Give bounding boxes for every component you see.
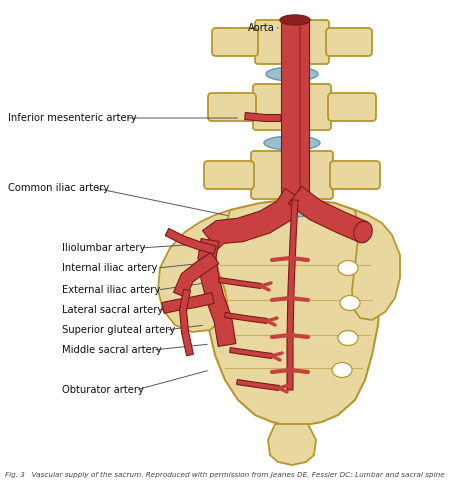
Ellipse shape (266, 203, 318, 217)
Polygon shape (229, 348, 273, 359)
Text: Aorta: Aorta (248, 23, 275, 33)
Ellipse shape (332, 363, 352, 378)
Polygon shape (288, 186, 367, 242)
Text: Obturator artery: Obturator artery (62, 385, 144, 395)
Polygon shape (219, 277, 261, 288)
Polygon shape (237, 379, 279, 391)
Ellipse shape (338, 260, 358, 275)
Polygon shape (352, 210, 400, 320)
Polygon shape (198, 239, 236, 347)
Text: Iliolumbar artery: Iliolumbar artery (62, 243, 146, 253)
Text: Middle sacral artery: Middle sacral artery (62, 345, 162, 355)
FancyBboxPatch shape (328, 93, 376, 121)
Text: Internal iliac artery: Internal iliac artery (62, 263, 157, 273)
Polygon shape (245, 112, 281, 121)
Polygon shape (287, 200, 298, 390)
Ellipse shape (338, 331, 358, 346)
Polygon shape (205, 200, 380, 425)
Text: Inferior mesenteric artery: Inferior mesenteric artery (8, 113, 137, 123)
FancyBboxPatch shape (255, 20, 329, 64)
FancyBboxPatch shape (208, 93, 256, 121)
Polygon shape (268, 424, 316, 465)
Ellipse shape (266, 67, 318, 81)
Text: Fig. 3   Vascular supply of the sacrum. Reproduced with permission from Jeanes D: Fig. 3 Vascular supply of the sacrum. Re… (5, 472, 445, 478)
Polygon shape (225, 313, 267, 323)
Polygon shape (281, 18, 309, 195)
Ellipse shape (340, 296, 360, 311)
Polygon shape (162, 293, 214, 313)
FancyBboxPatch shape (253, 84, 331, 130)
Text: Common iliac artery: Common iliac artery (8, 183, 109, 193)
FancyBboxPatch shape (326, 28, 372, 56)
Text: Superior gluteal artery: Superior gluteal artery (62, 325, 175, 335)
FancyBboxPatch shape (212, 28, 258, 56)
Polygon shape (158, 210, 230, 332)
FancyBboxPatch shape (330, 161, 380, 189)
Polygon shape (202, 188, 305, 249)
Ellipse shape (354, 221, 372, 243)
Polygon shape (173, 252, 219, 298)
FancyBboxPatch shape (204, 161, 254, 189)
Text: Lateral sacral artery: Lateral sacral artery (62, 305, 163, 315)
Text: External iliac artery: External iliac artery (62, 285, 160, 295)
Polygon shape (165, 228, 216, 254)
Polygon shape (180, 289, 193, 356)
Ellipse shape (264, 136, 320, 150)
Ellipse shape (280, 15, 310, 25)
FancyBboxPatch shape (251, 151, 333, 199)
